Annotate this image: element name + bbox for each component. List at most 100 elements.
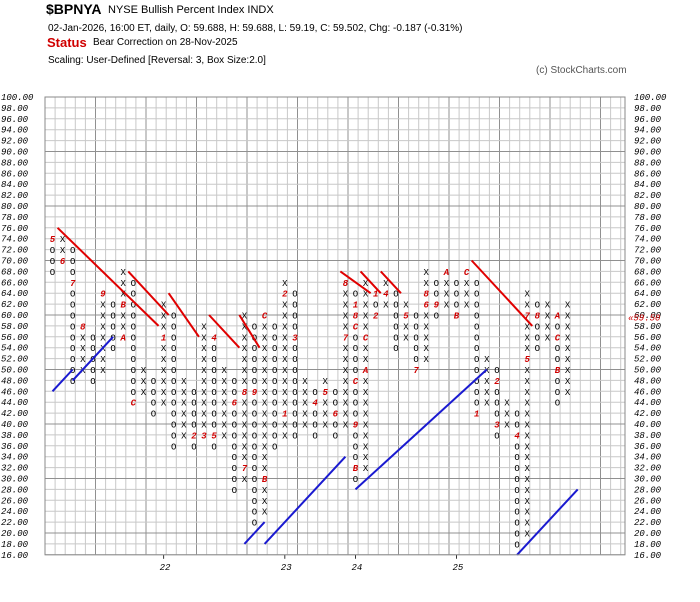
y-tick-label-right: 72.00 (634, 246, 662, 256)
o-mark: O (353, 453, 358, 463)
o-mark: O (131, 290, 136, 300)
x-mark: X (242, 410, 248, 420)
x-mark: X (161, 377, 167, 387)
o-mark: O (211, 366, 216, 376)
x-mark: X (504, 421, 510, 431)
x-mark: X (302, 377, 308, 387)
o-mark: O (474, 366, 479, 376)
x-mark: X (282, 355, 288, 365)
o-mark: O (252, 508, 257, 518)
x-mark: X (262, 508, 268, 518)
x-mark: X (343, 355, 349, 365)
o-mark: O (252, 355, 257, 365)
o-mark: O (474, 377, 479, 387)
month-marker: C (464, 268, 470, 278)
month-marker: 8 (353, 312, 359, 322)
o-mark: O (70, 301, 75, 311)
o-mark: O (191, 399, 196, 409)
x-mark: X (181, 431, 187, 441)
o-mark: O (50, 246, 55, 256)
o-mark: O (514, 475, 519, 485)
x-mark: X (343, 301, 349, 311)
o-mark: O (70, 257, 75, 267)
x-mark: X (201, 388, 207, 398)
o-mark: O (232, 410, 237, 420)
bear-trendline (339, 270, 372, 295)
o-mark: O (252, 377, 257, 387)
y-tick-label-right: 100.00 (634, 93, 667, 103)
y-tick-label-left: 60.00 (1, 311, 29, 321)
o-mark: O (211, 388, 216, 398)
o-mark: O (292, 410, 297, 420)
o-mark: O (292, 399, 297, 409)
x-mark: X (363, 377, 369, 387)
y-tick-label-left: 64.00 (1, 289, 29, 299)
o-mark: O (333, 388, 338, 398)
o-mark: O (434, 279, 439, 289)
month-marker: B (454, 312, 460, 322)
month-marker: 8 (343, 279, 349, 289)
bull-trendline (71, 336, 114, 382)
o-mark: O (272, 366, 277, 376)
x-mark: X (464, 279, 470, 289)
x-mark: X (100, 301, 106, 311)
x-mark: X (262, 388, 268, 398)
o-mark: O (171, 442, 176, 452)
month-marker: 1 (161, 333, 166, 343)
x-mark: X (161, 366, 167, 376)
y-tick-label-right: 70.00 (634, 257, 662, 267)
o-mark: O (171, 377, 176, 387)
x-mark: X (524, 290, 530, 300)
x-mark: X (221, 366, 227, 376)
y-tick-label-right: 30.00 (634, 475, 662, 485)
x-mark: X (565, 301, 571, 311)
x-mark: X (221, 431, 227, 441)
x-mark: X (383, 301, 389, 311)
o-mark: O (90, 366, 95, 376)
o-mark: O (413, 355, 418, 365)
o-mark: O (292, 290, 297, 300)
x-mark: X (141, 388, 147, 398)
x-mark: X (120, 290, 126, 300)
o-mark: O (474, 333, 479, 343)
y-tick-label-right: 66.00 (634, 278, 662, 288)
x-mark: X (423, 312, 429, 322)
x-mark: X (524, 366, 530, 376)
o-mark: O (474, 312, 479, 322)
y-tick-label-left: 42.00 (1, 409, 29, 419)
o-mark: O (555, 355, 560, 365)
month-marker: C (262, 312, 268, 322)
y-tick-label-right: 64.00 (634, 289, 662, 299)
o-mark: O (171, 421, 176, 431)
x-mark: X (282, 421, 288, 431)
y-tick-label-right: 28.00 (634, 485, 662, 495)
x-mark: X (242, 453, 248, 463)
x-mark: X (363, 344, 369, 354)
x-mark: X (383, 279, 389, 289)
o-mark: O (514, 519, 519, 529)
month-marker: 7 (242, 464, 248, 474)
o-mark: O (353, 344, 358, 354)
x-mark: X (524, 519, 530, 529)
o-mark: O (272, 399, 277, 409)
x-mark: X (524, 301, 530, 311)
o-mark: O (474, 279, 479, 289)
x-mark: X (524, 453, 530, 463)
x-mark: X (282, 322, 288, 332)
x-mark: X (363, 410, 369, 420)
x-mark: X (322, 377, 328, 387)
y-tick-label-left: 70.00 (1, 257, 29, 267)
o-mark: O (292, 301, 297, 311)
x-mark: X (282, 279, 288, 289)
o-mark: O (191, 388, 196, 398)
o-mark: O (70, 344, 75, 354)
x-mark: X (363, 355, 369, 365)
x-mark: X (524, 464, 530, 474)
last-price-label: «59.50 (628, 314, 661, 324)
x-mark: X (565, 312, 571, 322)
x-mark: X (242, 421, 248, 431)
o-mark: O (211, 355, 216, 365)
x-mark: X (302, 421, 308, 431)
y-tick-label-right: 34.00 (634, 453, 662, 463)
x-mark: X (161, 322, 167, 332)
